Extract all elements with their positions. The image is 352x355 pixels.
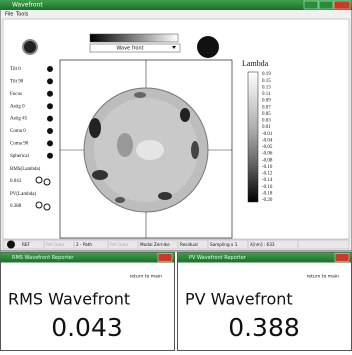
report-value: 0.388 [228,313,300,342]
help-button[interactable] [7,241,15,249]
colorbar-label: -0.20 [262,198,273,203]
colorbar-label: -0.01 [262,132,273,137]
zernike-label: Coma 0 [10,129,26,134]
gradient-bar [90,34,178,42]
screen: Wavefront File Tools Wave front Lambda 0… [0,0,352,351]
colorbar-label: -0.12 [262,172,273,177]
title-bar [0,0,352,10]
colorbar-label: -0.10 [262,165,273,170]
colorbar-label: 0.13 [262,85,271,90]
pv-label: PV(Lambda) [10,192,36,197]
capture-button[interactable] [23,40,37,54]
colorbar-label: 0.09 [262,99,271,104]
close-button[interactable] [334,1,350,9]
zernike-label: Focus [10,92,22,97]
status-item: Sampling x 1 [210,242,238,247]
pv-value: 0.388 [10,204,22,209]
status-item: REF [22,242,31,247]
report-heading: PV Wavefront [185,290,293,309]
status-item: Ref Data [110,242,129,247]
status-item: Ref Data [46,242,65,247]
maximize-button[interactable] [319,1,333,9]
return-link[interactable]: return to main [307,274,340,280]
colorbar-label: 0.19 [262,72,271,77]
zernike-toggle[interactable] [47,66,53,72]
report-title: PV Wavefront Reporter [189,255,247,261]
report-value: 0.043 [51,313,123,342]
colorbar-label: -0.18 [262,192,273,197]
status-item: Modal Zernike [140,242,170,247]
zernike-toggle[interactable] [47,116,53,122]
zernike-label: Tilt 90 [10,80,24,85]
close-button[interactable] [335,254,349,262]
zernike-label: Spherical [10,154,29,159]
report-heading: RMS Wavefront [8,290,130,309]
rms-value: 0.043 [10,179,22,184]
zernike-toggle[interactable] [47,103,53,109]
colorbar-label: -0.14 [262,178,273,183]
close-button[interactable] [158,254,172,262]
colorbar-label: 0.01 [262,125,271,130]
colorbar [248,72,258,202]
zernike-toggle[interactable] [47,128,53,134]
zernike-toggle[interactable] [47,153,53,159]
zernike-label: Astig 0 [10,104,25,109]
menu-item[interactable]: Tools [15,12,29,18]
colorbar-label: 0.07 [262,105,271,110]
minimize-button[interactable] [304,1,318,9]
colorbar-label: 0.05 [262,112,271,117]
zernike-toggle[interactable] [47,78,53,84]
dropdown-label: Wave front [116,46,143,52]
window-title: Wavefront [12,2,43,9]
zernike-label: Astig 45 [10,117,28,122]
wavefront-map [84,88,208,212]
zernike-label: Tilt 0 [10,67,21,72]
colorbar-label: 0.11 [262,92,271,97]
colorbar-label: -0.06 [262,152,273,157]
colorbar-label: -0.04 [262,138,273,143]
zernike-toggle[interactable] [47,91,53,97]
colorbar-title: Lambda [242,59,269,68]
colorbar-label: -0.08 [262,158,273,163]
colorbar-label: 0.03 [262,119,271,124]
colorbar-label: -0.16 [262,185,273,190]
report-title: RMS Wavefront Reporter [12,255,74,261]
menu-item[interactable]: File [5,12,13,18]
rms-label: RMS(Lambda) [10,167,41,172]
status-item: Residual [180,242,198,247]
status-item: λ[nm] : 633 [250,242,275,247]
return-link[interactable]: return to main [130,274,163,280]
preview-circle [197,36,219,58]
zernike-label: Coma 90 [10,142,29,147]
colorbar-label: 0.15 [262,79,271,84]
colorbar-label: -0.05 [262,145,273,150]
status-item: 2 - Path [76,242,92,247]
zernike-toggle[interactable] [47,140,53,146]
